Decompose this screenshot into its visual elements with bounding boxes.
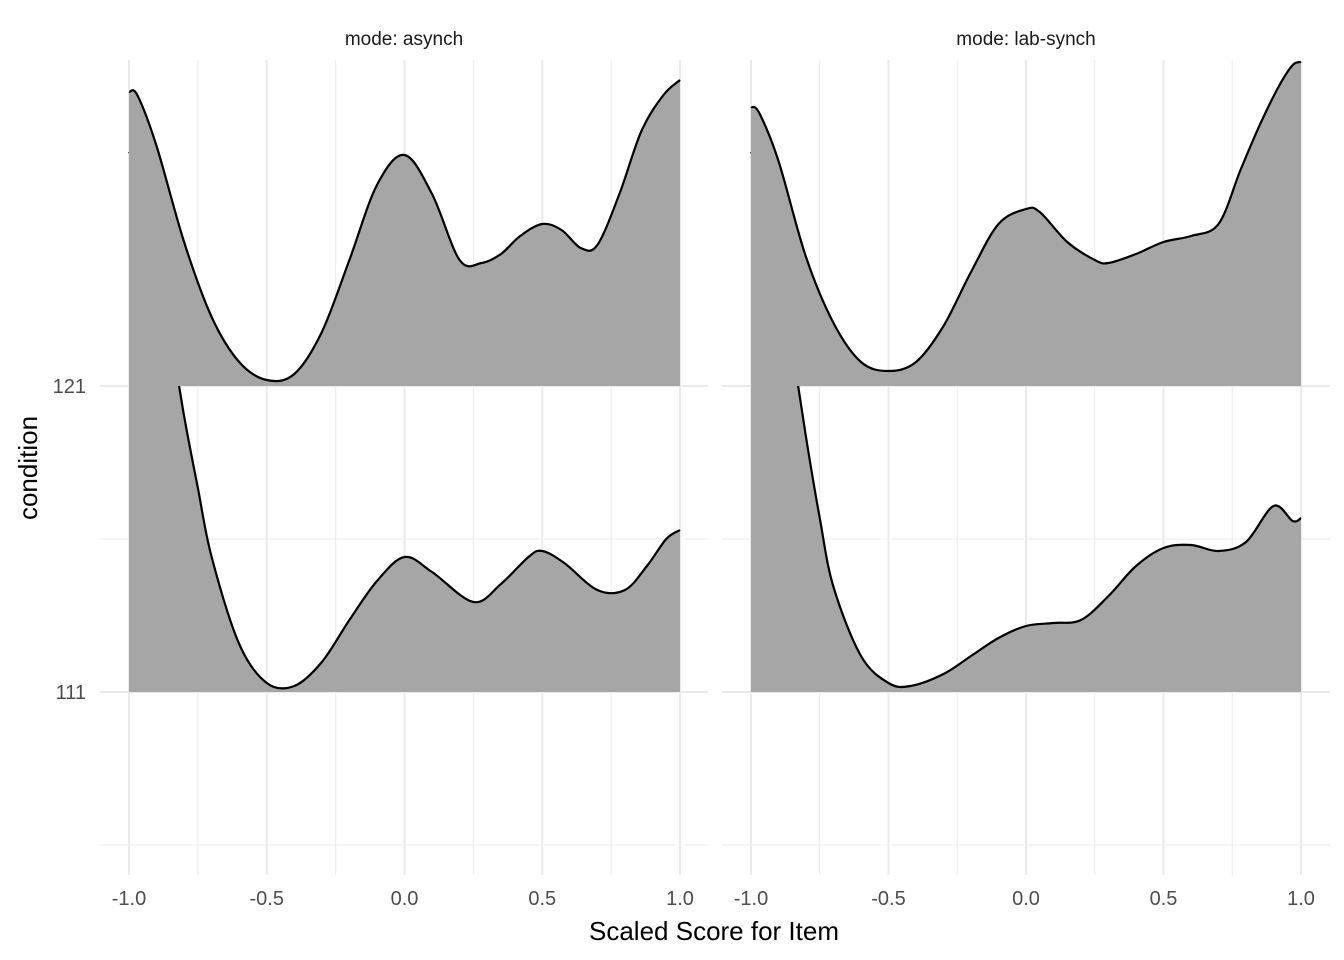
ridge-line-121 <box>750 60 1302 373</box>
labels-layer: Scaled Score for Item condition mode: as… <box>13 29 1315 946</box>
x-tick-label: -0.5 <box>250 888 284 910</box>
grid-layer <box>100 60 1330 875</box>
x-tick-label: -1.0 <box>734 888 768 910</box>
ridge-line-121 <box>128 79 681 383</box>
x-tick-label: 0.5 <box>1150 888 1178 910</box>
ridge-area-121 <box>129 80 680 386</box>
ridge-area-121 <box>751 62 1301 386</box>
ridge-line-111 <box>128 151 681 690</box>
x-axis-title: Scaled Score for Item <box>589 916 839 946</box>
x-tick-label: 0.0 <box>1012 888 1040 910</box>
y-tick-label: 121 <box>53 376 86 398</box>
ridge-area-111 <box>129 152 680 692</box>
x-tick-label: 1.0 <box>1287 888 1315 910</box>
x-tick-label: 0.5 <box>528 888 556 910</box>
x-tick-label: 0.0 <box>391 888 419 910</box>
facet-strip-label: mode: asynch <box>345 29 463 50</box>
ridges-layer <box>128 60 1302 692</box>
y-tick-label: 111 <box>56 682 86 704</box>
x-tick-label: 1.0 <box>666 888 694 910</box>
x-tick-label: -0.5 <box>871 888 905 910</box>
ridge-area-111 <box>751 152 1301 692</box>
x-tick-label: -1.0 <box>112 888 146 910</box>
ridge-line-111 <box>750 151 1302 689</box>
facet-strip-label: mode: lab-synch <box>956 29 1095 50</box>
y-axis-title: condition <box>13 416 43 520</box>
